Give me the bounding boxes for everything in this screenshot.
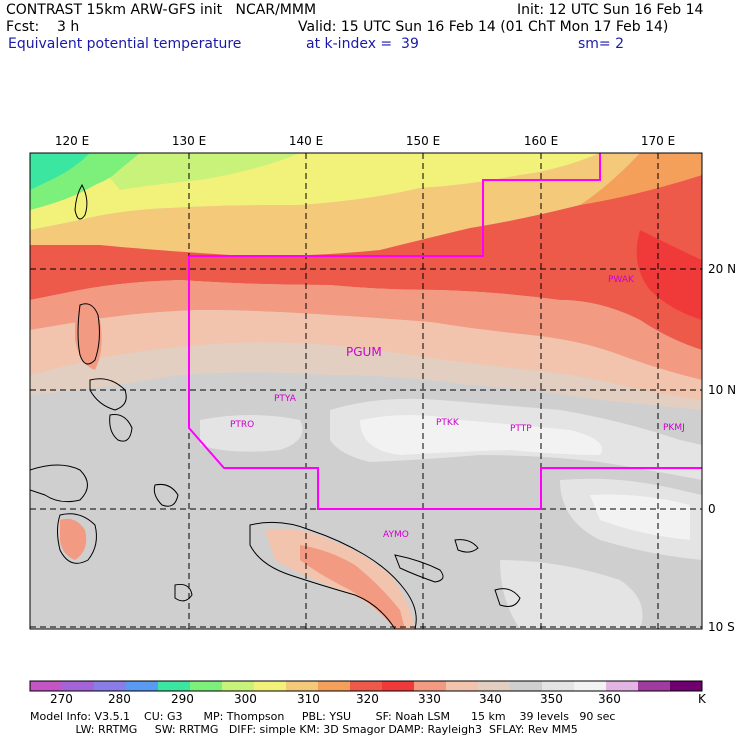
coastlines bbox=[30, 183, 521, 629]
station-label: PTYA bbox=[274, 394, 297, 404]
colorbar-tick-label: 270 bbox=[50, 692, 73, 706]
colorbar-swatch bbox=[606, 681, 639, 691]
colorbar-frame bbox=[29, 680, 703, 692]
colorbar-tick-label: 330 bbox=[418, 692, 441, 706]
colorbar-swatch bbox=[222, 681, 255, 691]
theta-e-field bbox=[30, 153, 702, 629]
model-info-line1: Model Info: V3.5.1 CU: G3 MP: Thompson P… bbox=[30, 710, 616, 723]
station-label: PKMJ bbox=[663, 423, 685, 433]
station-label: PTKK bbox=[436, 418, 460, 428]
colorbar-tick-label: 360 bbox=[598, 692, 621, 706]
init-time: Init: 12 UTC Sun 16 Feb 14 bbox=[517, 2, 704, 18]
colorbar-swatch bbox=[126, 681, 159, 691]
station-label: PWAK bbox=[608, 275, 635, 285]
colorbar-tick-label: 320 bbox=[356, 692, 379, 706]
lon-label-120e: 120 E bbox=[55, 134, 89, 148]
lon-label-140e: 140 E bbox=[289, 134, 323, 148]
colorbar-swatch bbox=[478, 681, 511, 691]
colorbar-tick-label: 350 bbox=[540, 692, 563, 706]
nest-domain-boundary bbox=[188, 153, 702, 510]
lat-label-10s: 10 S bbox=[708, 620, 735, 634]
colorbar bbox=[29, 680, 703, 692]
plot-frame bbox=[29, 152, 703, 630]
colorbar-swatch bbox=[286, 681, 319, 691]
station-label: AYMO bbox=[383, 530, 409, 540]
colorbar-swatch bbox=[542, 681, 575, 691]
station-label: PTTP bbox=[510, 424, 532, 434]
forecast-hour: Fcst: 3 h bbox=[6, 19, 80, 35]
lon-label-130e: 130 E bbox=[172, 134, 206, 148]
colorbar-tick-label: 340 bbox=[479, 692, 502, 706]
field-name: Equivalent potential temperature bbox=[8, 36, 242, 52]
colorbar-swatch bbox=[190, 681, 223, 691]
smoothing: sm= 2 bbox=[578, 36, 625, 52]
k-index: at k-index = 39 bbox=[306, 36, 419, 52]
colorbar-swatch bbox=[574, 681, 607, 691]
colorbar-swatch bbox=[414, 681, 447, 691]
model-title: CONTRAST 15km ARW-GFS init NCAR/MMM bbox=[6, 2, 317, 18]
lon-label-160e: 160 E bbox=[524, 134, 558, 148]
colorbar-tick-label: 300 bbox=[234, 692, 257, 706]
lon-label-170e: 170 E bbox=[641, 134, 675, 148]
station-label: PTRO bbox=[230, 420, 254, 430]
colorbar-swatch bbox=[638, 681, 671, 691]
colorbar-swatch bbox=[318, 681, 351, 691]
colorbar-unit-label: K bbox=[698, 692, 706, 706]
colorbar-swatch bbox=[30, 681, 63, 691]
colorbar-tick-label: 310 bbox=[297, 692, 320, 706]
colorbar-swatch bbox=[670, 681, 703, 691]
valid-time: Valid: 15 UTC Sun 16 Feb 14 (01 ChT Mon … bbox=[298, 19, 669, 35]
colorbar-tick-label: 290 bbox=[171, 692, 194, 706]
colorbar-swatch bbox=[254, 681, 287, 691]
colorbar-swatch bbox=[94, 681, 127, 691]
lon-label-150e: 150 E bbox=[406, 134, 440, 148]
colorbar-swatch bbox=[350, 681, 383, 691]
colorbar-swatch bbox=[382, 681, 415, 691]
colorbar-swatch bbox=[158, 681, 191, 691]
station-label: PGUM bbox=[346, 345, 382, 359]
lat-label-20n: 20 N bbox=[708, 262, 736, 276]
colorbar-swatch bbox=[510, 681, 543, 691]
lat-label-0: 0 bbox=[708, 502, 716, 516]
colorbar-swatch bbox=[62, 681, 95, 691]
model-info-line2: LW: RRTMG SW: RRTMG DIFF: simple KM: 3D … bbox=[30, 723, 578, 736]
colorbar-swatch bbox=[446, 681, 479, 691]
colorbar-tick-label: 280 bbox=[108, 692, 131, 706]
lat-label-10n: 10 N bbox=[708, 383, 736, 397]
